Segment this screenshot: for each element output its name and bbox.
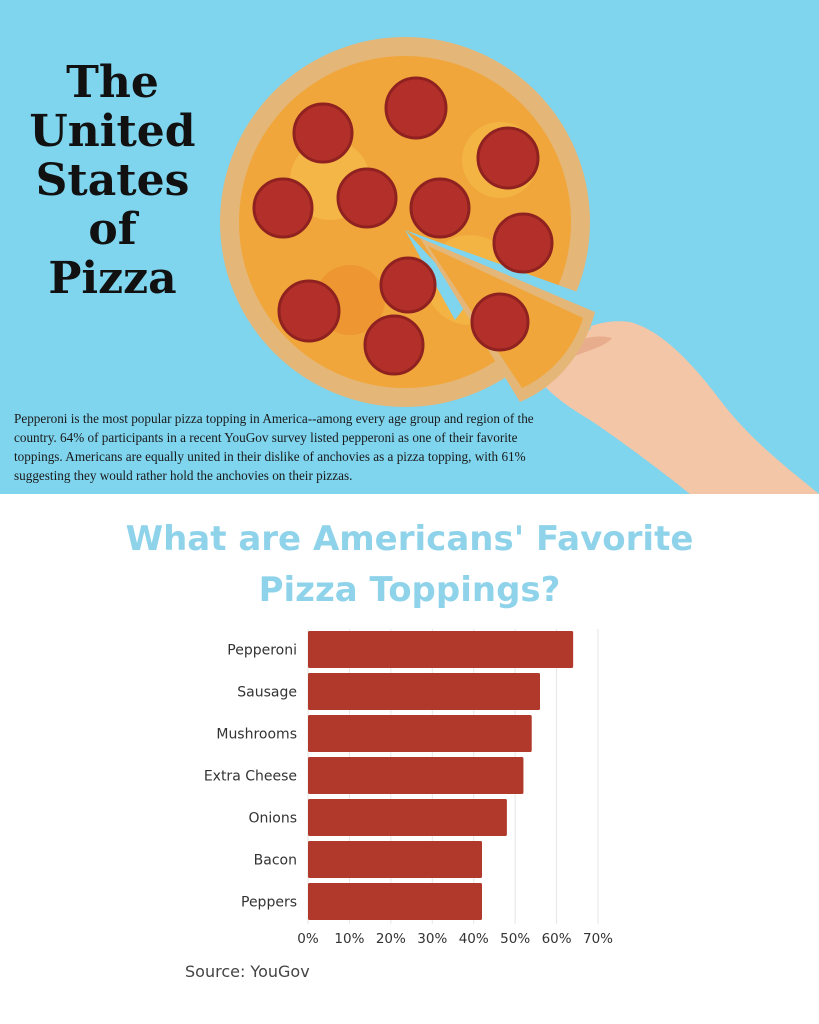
bar xyxy=(308,841,483,878)
pizza-photo xyxy=(220,37,819,494)
x-tick-label: 30% xyxy=(417,931,447,947)
intro-paragraph: Pepperoni is the most popular pizza topp… xyxy=(14,411,534,483)
category-label: Bacon xyxy=(254,853,297,869)
bar xyxy=(308,715,532,752)
hero-banner: The United States of Pizza Pepperoni is … xyxy=(0,0,819,494)
bar xyxy=(308,799,507,836)
bar xyxy=(308,883,483,920)
chart-title-line: What are Americans' Favorite xyxy=(125,519,694,559)
x-tick-label: 20% xyxy=(376,931,406,947)
x-tick-label: 60% xyxy=(542,931,572,947)
hero-title: The United States of Pizza xyxy=(0,58,225,303)
x-tick-label: 0% xyxy=(297,931,319,947)
category-label: Extra Cheese xyxy=(204,769,297,785)
hero-title-line: United xyxy=(29,106,196,157)
category-label: Pepperoni xyxy=(227,643,297,659)
hero-title-line: States xyxy=(35,155,190,206)
bar-chart: Pepperoni Sausage Mushrooms Extra Cheese Oni… xyxy=(204,629,613,947)
category-label: Onions xyxy=(248,811,297,827)
hero-title-line: Pizza xyxy=(48,253,177,304)
hero-title-line: The xyxy=(66,57,159,108)
source-note: Source: YouGov xyxy=(185,962,310,981)
chart-title-line: Pizza Toppings? xyxy=(258,570,561,610)
bar xyxy=(308,673,541,710)
hero-title-line: of xyxy=(88,204,137,255)
x-tick-label: 40% xyxy=(459,931,489,947)
category-label: Peppers xyxy=(241,895,297,911)
x-tick-label: 10% xyxy=(334,931,364,947)
x-tick-label: 70% xyxy=(583,931,613,947)
category-label: Sausage xyxy=(237,685,297,701)
chart-title: What are Americans' Favorite Pizza Toppi… xyxy=(0,514,819,616)
bar xyxy=(308,757,524,794)
bar xyxy=(308,631,574,668)
category-label: Mushrooms xyxy=(216,727,297,743)
x-tick-label: 50% xyxy=(500,931,530,947)
